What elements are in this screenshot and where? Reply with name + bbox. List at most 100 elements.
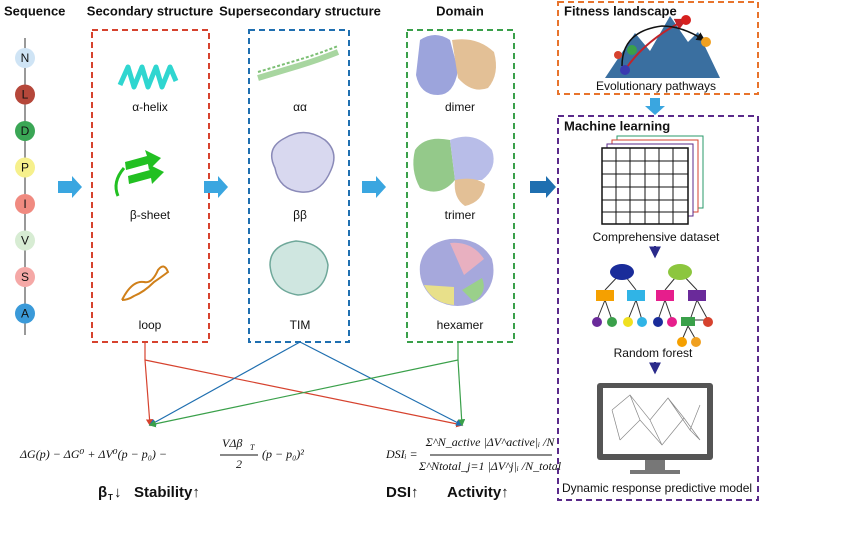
monitor-base <box>630 470 680 474</box>
beta-arrow: ↓ <box>114 484 122 501</box>
header: Secondary structure <box>87 3 213 18</box>
root <box>610 264 634 280</box>
secondary-label: β-sheet <box>130 208 171 222</box>
dsi: DSI↑ <box>386 484 419 501</box>
connections <box>144 341 466 428</box>
flow-arrow <box>645 98 665 115</box>
forest-icon <box>592 264 713 347</box>
edges <box>596 271 709 341</box>
split <box>627 290 645 301</box>
leaf <box>592 317 602 327</box>
root <box>668 264 692 280</box>
sequence: N L D P I V S A <box>15 48 35 324</box>
domain-label: trimer <box>445 208 476 222</box>
flow-arrow <box>204 176 228 198</box>
connection <box>148 342 459 428</box>
connection <box>148 341 301 426</box>
node <box>627 45 637 55</box>
flow-arrow <box>530 176 556 198</box>
hexamer-part <box>462 278 484 302</box>
connection <box>144 342 154 427</box>
flow-arrows <box>58 98 665 198</box>
residue-letter: S <box>21 270 29 284</box>
residue-letter: P <box>21 161 29 175</box>
equation: ΔG(p) − ΔG⁰ + ΔV⁰(p − p₀) − <box>19 447 167 461</box>
ml-title: Machine learning <box>564 118 670 133</box>
split <box>596 290 614 301</box>
residue-letter: I <box>23 197 26 211</box>
model-label: Dynamic response predictive model <box>562 481 752 495</box>
trimer-a <box>413 138 455 192</box>
equation-tail: (p − p₀)² <box>262 447 304 461</box>
mountains <box>605 16 720 78</box>
split <box>656 290 674 301</box>
equation-lhs: DSIᵢ = <box>385 447 418 461</box>
grid <box>602 148 688 224</box>
residue <box>15 194 35 214</box>
equation-frac-den: 2 <box>236 457 242 471</box>
domain-box <box>406 29 515 343</box>
aa-icon <box>257 49 340 81</box>
flow-arrow <box>362 176 386 198</box>
leaf <box>667 317 677 327</box>
aa-icon-stripe <box>257 45 339 73</box>
residue <box>15 267 35 287</box>
dataset-icon <box>601 135 704 225</box>
fitness-box <box>557 1 759 95</box>
header: Sequence <box>4 3 65 18</box>
leaf <box>691 337 701 347</box>
residue-letter: L <box>22 88 29 102</box>
trimer-b <box>450 136 494 180</box>
sheet-icon <box>114 150 164 197</box>
forest-label: Random forest <box>614 346 693 360</box>
monitor-icon <box>597 383 713 474</box>
header: Domain <box>436 3 484 18</box>
secondary-label: loop <box>139 318 162 332</box>
loop-icon <box>121 265 170 301</box>
residue <box>15 84 35 105</box>
beta-sub: T <box>108 493 113 502</box>
stability: Stability↑ <box>134 484 200 501</box>
connection <box>457 359 466 427</box>
leaf <box>703 317 713 327</box>
dataset-label: Comprehensive dataset <box>593 230 720 244</box>
residue <box>15 230 35 251</box>
pathway <box>624 18 688 71</box>
supersecondary-label: ββ <box>293 208 307 222</box>
tim-icon <box>269 240 329 296</box>
beta: β <box>98 484 107 501</box>
split <box>681 317 695 326</box>
monitor-stand <box>645 460 665 470</box>
residue <box>15 48 35 68</box>
residue <box>15 121 35 141</box>
network <box>611 394 701 446</box>
supersecondary-label: TIM <box>290 318 311 332</box>
equation-num: Σ^N_active |ΔV^active|ᵢ /N <box>425 435 556 449</box>
residue-letter: A <box>21 307 29 321</box>
hexamer-part <box>424 285 454 305</box>
node <box>701 37 711 47</box>
residue-letter: N <box>21 51 30 65</box>
leaf <box>653 317 663 327</box>
equation-den: Σ^Ntotal_j=1 |ΔV^j|ᵢ /N_total <box>418 459 562 473</box>
connection <box>299 341 464 426</box>
trimer-c <box>454 178 485 206</box>
flow-arrow <box>58 176 82 198</box>
pathway <box>621 25 706 67</box>
fitness-title: Fitness landscape <box>564 3 677 18</box>
leaf <box>637 317 647 327</box>
residue <box>15 303 35 324</box>
leaf <box>677 337 687 347</box>
node <box>681 15 691 25</box>
ml-box <box>557 115 759 501</box>
dimer-b <box>452 39 496 90</box>
domain-label: hexamer <box>437 318 484 332</box>
node <box>620 65 630 75</box>
bb-icon <box>270 131 335 193</box>
hexamer-part <box>450 242 484 275</box>
domain-label: dimer <box>445 100 475 114</box>
strand <box>125 150 161 170</box>
landscape <box>605 15 720 78</box>
